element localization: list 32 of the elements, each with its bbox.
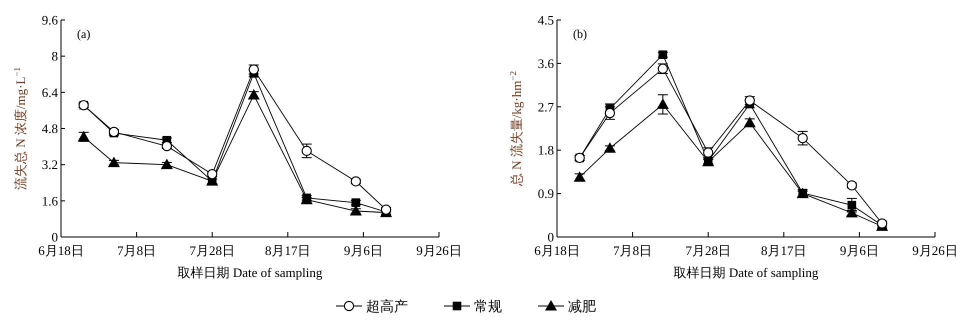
y-tick-label: 4.8 <box>42 121 58 136</box>
y-tick-label: 0.9 <box>538 186 554 202</box>
x-tick-label: 6月18日 <box>534 243 580 258</box>
legend-label: 减肥 <box>568 299 596 315</box>
y-tick-label: 8 <box>52 48 58 64</box>
x-tick-label: 8月17日 <box>761 243 807 258</box>
y-tick-label: 2.7 <box>538 99 554 114</box>
x-axis-title: 取样日期 Date of sampling <box>674 265 819 280</box>
y-tick-label: 6.4 <box>42 84 58 100</box>
x-axis-title: 取样日期 Date of sampling <box>178 265 323 280</box>
x-tick-label: 7月8日 <box>117 243 156 258</box>
x-tick-label: 9月26日 <box>912 243 958 258</box>
x-tick-label: 9月6日 <box>840 243 879 258</box>
legend-label: 常规 <box>474 299 502 315</box>
y-tick-label: 0 <box>548 230 554 244</box>
y-tick-label: 1.6 <box>42 193 58 208</box>
text: (b) <box>573 27 587 41</box>
text: (a) <box>77 27 90 41</box>
x-tick-label: 8月17日 <box>265 243 311 258</box>
y-tick-label: 3.2 <box>42 157 58 172</box>
y-tick-label: 3.6 <box>538 56 554 71</box>
x-tick-label: 6月18日 <box>38 243 84 258</box>
y-tick-label: 9.6 <box>42 12 58 28</box>
y-tick-label: 0 <box>52 230 58 244</box>
x-tick-label: 7月28日 <box>685 243 731 258</box>
y-tick-label: 1.8 <box>538 142 554 158</box>
x-tick-label: 7月8日 <box>613 243 652 258</box>
x-tick-label: 7月28日 <box>189 243 235 258</box>
y-tick-label: 4.5 <box>538 12 554 28</box>
legend-label: 超高产 <box>366 299 408 315</box>
x-tick-label: 9月6日 <box>344 243 383 258</box>
x-tick-label: 9月26日 <box>416 243 462 258</box>
